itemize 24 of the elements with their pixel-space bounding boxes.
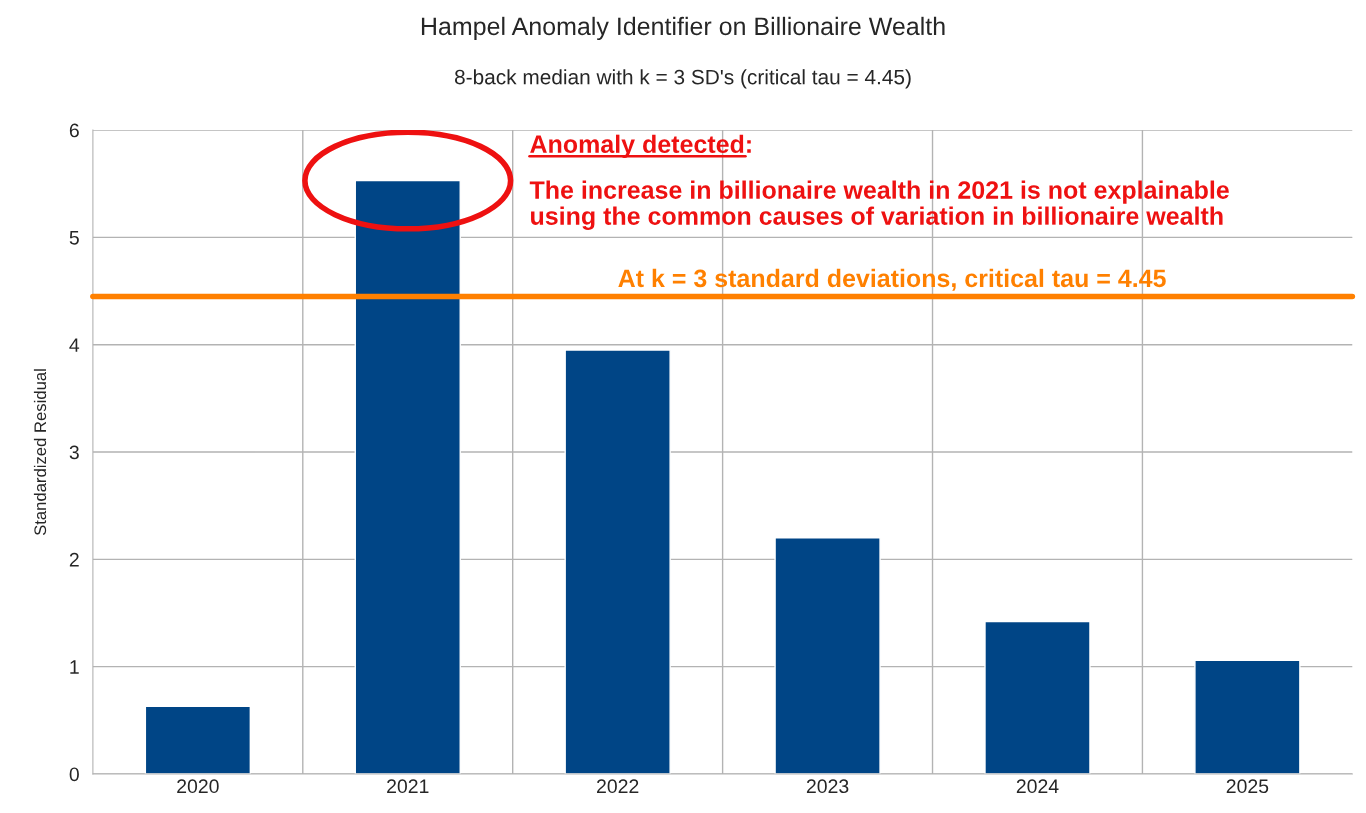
x-tick-label: 2022 xyxy=(597,779,639,794)
y-tick-label: 2 xyxy=(69,552,79,567)
bar xyxy=(984,620,1091,774)
chart-subtitle: 8-back median with k = 3 SD's (critical tau = 4.45) xyxy=(454,69,911,89)
x-tick-label: 2020 xyxy=(177,779,219,794)
y-tick-label: 1 xyxy=(70,660,79,674)
bar xyxy=(564,349,671,774)
annotation: Anomaly detected: xyxy=(530,134,751,158)
annotation: The increase in billionaire wealth in 2021 is not explainable using the common causes of variation in billionaire wealth xyxy=(529,180,1229,230)
x-tick-label: 2024 xyxy=(1016,779,1059,794)
ref-line-label: At k = 3 standard deviations, critical tau = 4.45 xyxy=(618,268,1166,291)
x-tick-label: 2025 xyxy=(1226,779,1269,794)
chart-title: Hampel Anomaly Identifier on Billionaire Wealth xyxy=(421,16,945,41)
y-tick-label: 5 xyxy=(69,231,79,245)
x-tick-label: 2021 xyxy=(387,779,429,794)
y-tick-label: 3 xyxy=(69,445,79,460)
y-axis-title: Standardized Residual xyxy=(33,369,47,536)
bar xyxy=(1194,659,1301,774)
bar xyxy=(774,537,881,774)
y-tick-label: 0 xyxy=(69,767,79,782)
y-tick-label: 6 xyxy=(69,123,79,138)
bar xyxy=(144,705,252,774)
y-tick-label: 4 xyxy=(69,338,80,352)
x-tick-label: 2023 xyxy=(806,779,849,794)
